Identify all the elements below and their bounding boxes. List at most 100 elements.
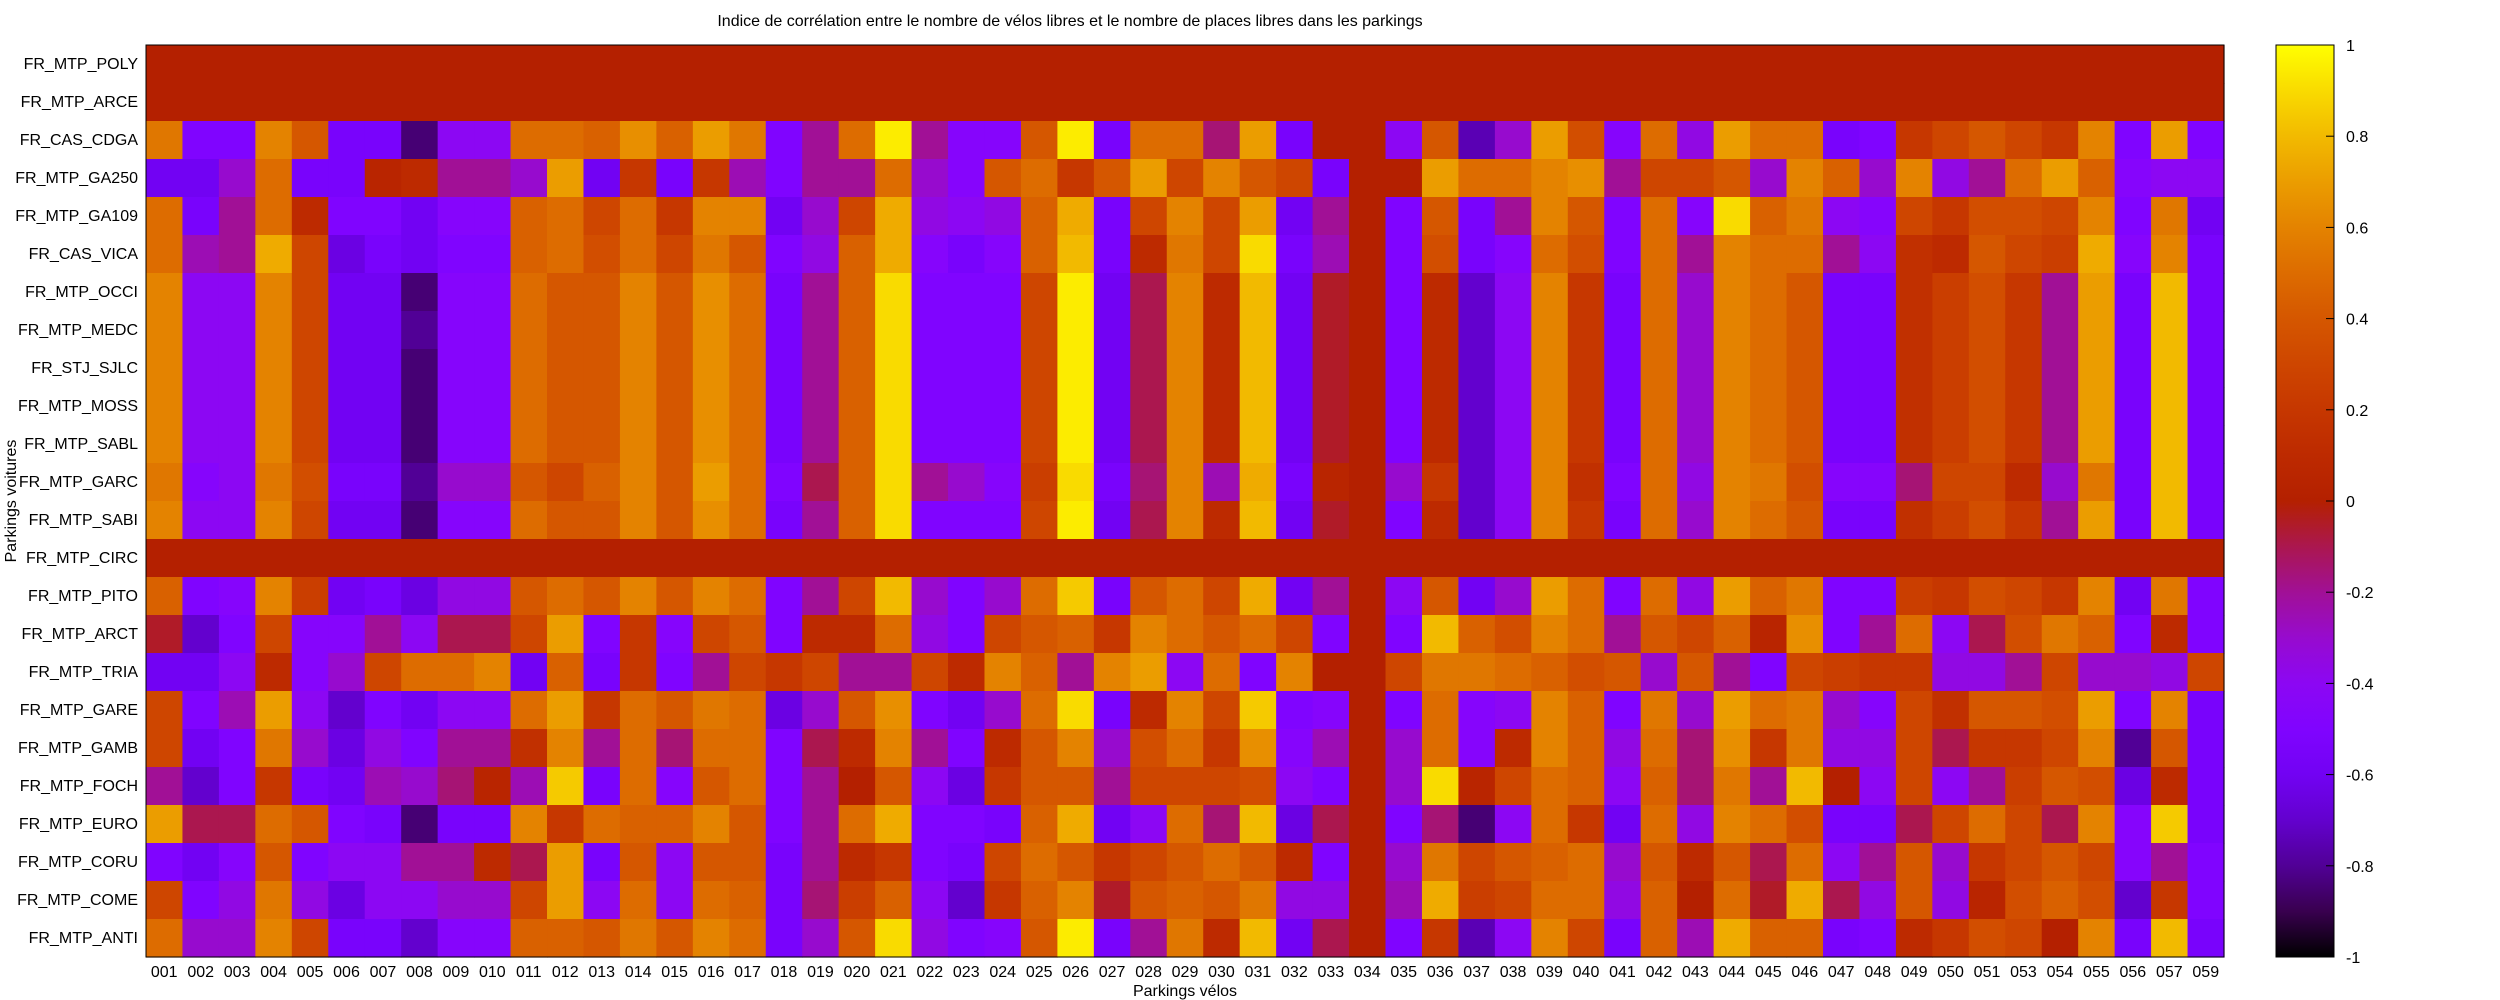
x-tick-label: 009 [443, 964, 470, 981]
heatmap-cell [1312, 311, 1350, 350]
heatmap-cell [1822, 387, 1861, 426]
heatmap-cell [182, 691, 220, 730]
heatmap-cell [583, 387, 621, 426]
heatmap-cell [1604, 387, 1642, 426]
heatmap-cell [1932, 653, 1970, 692]
heatmap-cell [765, 653, 803, 692]
heatmap-cell [911, 767, 949, 806]
heatmap-cell [1786, 577, 1824, 616]
heatmap-cell [1677, 881, 1715, 920]
heatmap-cell [1494, 843, 1532, 882]
heatmap-cell [1020, 235, 1059, 274]
heatmap-cell [1312, 273, 1350, 312]
heatmap-cell [765, 273, 803, 312]
heatmap-cell [474, 805, 512, 844]
heatmap-cell [1822, 881, 1861, 920]
heatmap-cell [1640, 197, 1678, 236]
heatmap-cell [1312, 843, 1350, 882]
heatmap-cell [765, 387, 803, 426]
heatmap-cell [765, 83, 803, 122]
heatmap-cell [146, 881, 184, 920]
heatmap-cell [1677, 653, 1715, 692]
heatmap-cell [474, 387, 512, 426]
heatmap-cell [1494, 767, 1532, 806]
heatmap-cell [2005, 691, 2043, 730]
heatmap-cell [255, 501, 293, 540]
heatmap-cell [1276, 235, 1314, 274]
heatmap-cell [948, 539, 986, 578]
heatmap-cell [510, 729, 548, 768]
heatmap-cell [875, 349, 913, 388]
heatmap-cell [765, 843, 803, 882]
heatmap-cell [1604, 919, 1642, 958]
heatmap-cell [1786, 45, 1824, 84]
heatmap-cell [2005, 197, 2043, 236]
heatmap-cell [291, 843, 329, 882]
heatmap-cell [1567, 615, 1605, 654]
heatmap-cell [1968, 387, 2006, 426]
heatmap-cell [1312, 691, 1350, 730]
heatmap-cell [1093, 653, 1131, 692]
heatmap-cell [619, 197, 657, 236]
heatmap-cell [802, 235, 840, 274]
x-tick-label: 044 [1718, 964, 1745, 981]
heatmap-cell [1458, 729, 1496, 768]
heatmap-cell [1312, 387, 1350, 426]
heatmap-cell [1093, 273, 1131, 312]
heatmap-cell [1239, 615, 1277, 654]
y-tick-label: FR_MTP_MOSS [18, 398, 138, 415]
heatmap-cell [1421, 349, 1460, 388]
heatmap-cell [1677, 615, 1715, 654]
heatmap-cell [328, 843, 366, 882]
heatmap-cell [1822, 729, 1861, 768]
heatmap-cell [1859, 121, 1897, 160]
heatmap-cell [984, 653, 1022, 692]
heatmap-cell [1349, 349, 1387, 388]
heatmap-cell [1093, 311, 1131, 350]
heatmap-cell [1166, 805, 1204, 844]
heatmap-cell [1750, 615, 1788, 654]
heatmap-cell [1640, 463, 1678, 502]
heatmap-cell [1822, 805, 1861, 844]
heatmap-cell [2078, 425, 2116, 464]
heatmap-cell [765, 615, 803, 654]
x-tick-label: 055 [2083, 964, 2110, 981]
heatmap-cell [291, 83, 329, 122]
heatmap-cell [1895, 577, 1933, 616]
heatmap-cell [2005, 843, 2043, 882]
heatmap-cell [984, 805, 1022, 844]
heatmap-cell [1531, 881, 1569, 920]
heatmap-cell [1786, 273, 1824, 312]
heatmap-cell [1130, 615, 1168, 654]
heatmap-cell [401, 577, 439, 616]
heatmap-cell [437, 653, 475, 692]
heatmap-cell [619, 767, 657, 806]
heatmap-cell [1020, 691, 1059, 730]
x-tick-label: 040 [1573, 964, 1600, 981]
heatmap-cell [1093, 729, 1131, 768]
heatmap-cell [583, 349, 621, 388]
heatmap-cell [182, 235, 220, 274]
heatmap-cell [583, 919, 621, 958]
heatmap-cell [1421, 577, 1460, 616]
heatmap-cell [838, 615, 876, 654]
x-tick-label: 050 [1937, 964, 1964, 981]
heatmap-cell [1968, 273, 2006, 312]
heatmap-cell [1458, 691, 1496, 730]
heatmap-cell [619, 691, 657, 730]
heatmap-cell [1166, 83, 1204, 122]
heatmap-cell [218, 83, 256, 122]
heatmap-cell [1859, 235, 1897, 274]
heatmap-cell [692, 767, 730, 806]
heatmap-cell [2078, 235, 2116, 274]
heatmap-cell [802, 843, 840, 882]
heatmap-cell [1859, 729, 1897, 768]
heatmap-cell [328, 653, 366, 692]
heatmap-cell [2187, 463, 2225, 502]
heatmap-cell [1968, 349, 2006, 388]
heatmap-cell [547, 159, 585, 198]
heatmap-cell [2078, 197, 2116, 236]
heatmap-cell [1895, 805, 1933, 844]
y-tick-label: FR_MTP_SABI [29, 512, 138, 529]
heatmap-cell [1166, 843, 1204, 882]
